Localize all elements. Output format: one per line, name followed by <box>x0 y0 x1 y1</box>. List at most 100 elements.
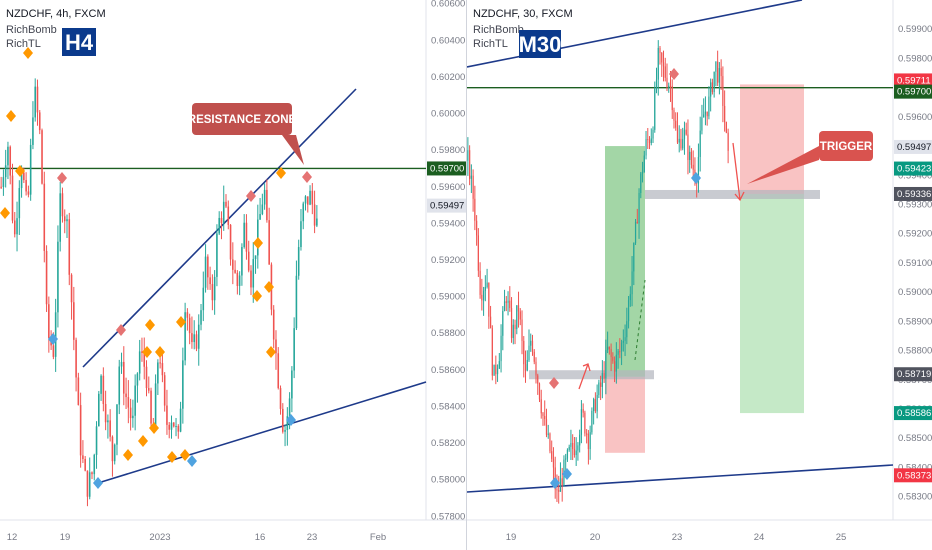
candle-body <box>27 191 30 195</box>
time-tick-label: 16 <box>255 532 266 543</box>
candle-body <box>481 294 483 301</box>
price-tag-label: 0.58586 <box>897 408 931 419</box>
candle-body <box>254 255 257 260</box>
candle-body <box>715 61 717 72</box>
price-tick-label: 0.59400 <box>898 170 932 181</box>
blue-diamond-marker <box>187 455 197 467</box>
red-diamond-marker <box>57 172 67 184</box>
price-tag-bg <box>894 161 932 176</box>
m30-chart[interactable]: 0.599000.598000.597000.596000.595000.594… <box>467 0 932 550</box>
candle-body <box>687 134 689 161</box>
candle-body <box>229 224 232 260</box>
candle-body <box>236 272 239 286</box>
candle-body <box>524 364 527 371</box>
candle-body <box>692 164 694 170</box>
candle-body <box>549 433 551 452</box>
timeframe-badge-label: H4 <box>65 30 94 55</box>
price-tick-label: 0.58500 <box>898 433 932 444</box>
candle-body <box>629 294 631 301</box>
price-tick-label: 0.60000 <box>431 109 465 120</box>
candle-body <box>100 375 102 394</box>
candle-body <box>608 346 610 350</box>
candle-body <box>500 335 502 362</box>
candle-body <box>475 220 478 236</box>
candle-body <box>150 390 152 424</box>
candle-body <box>147 388 150 391</box>
candle-body <box>706 111 708 117</box>
candle-body <box>241 247 243 276</box>
candle-body <box>577 445 579 451</box>
candle-body <box>620 342 623 352</box>
impulse-dotted-line <box>634 279 646 361</box>
price-tag-bg <box>894 73 932 88</box>
candle-body <box>531 340 534 352</box>
price-tick-label: 0.59600 <box>898 112 932 123</box>
price-tick-label: 0.59000 <box>431 292 465 303</box>
candle-body <box>502 311 504 336</box>
orange-diamond-marker <box>123 449 133 461</box>
candle-body <box>530 340 532 346</box>
candle-body <box>717 61 719 83</box>
candle-body <box>311 190 314 205</box>
candle-body <box>603 373 605 379</box>
candle-body <box>54 312 57 357</box>
candle-body <box>204 256 207 288</box>
candle-body <box>11 175 14 221</box>
candle-body <box>32 117 34 145</box>
drop-arrow <box>732 142 745 202</box>
left-chart-pane[interactable]: 0.60600 0.60400 0.60200 0.60000 0.59800 0.596… <box>0 0 466 550</box>
price-tag-label: 0.59711 <box>897 75 931 86</box>
candle-body <box>610 349 612 358</box>
price-tick-label: 0.58300 <box>898 492 932 503</box>
candle-body <box>622 340 624 343</box>
candle-body <box>166 405 168 425</box>
candle-body <box>720 68 722 77</box>
candle-body <box>725 122 727 133</box>
price-tag-label: 0.58719 <box>897 369 931 380</box>
time-tick-label: 20 <box>590 532 601 543</box>
candle-body <box>593 399 595 411</box>
candle-body <box>467 150 469 161</box>
time-tick-label: 25 <box>836 532 847 543</box>
price-tick-label: 0.59100 <box>898 258 932 269</box>
candle-body <box>722 76 724 106</box>
candle-body <box>713 71 715 93</box>
candle-body <box>486 282 488 288</box>
candle-body <box>297 247 300 276</box>
candle-body <box>218 217 220 234</box>
candle-body <box>284 429 286 432</box>
candle-body <box>66 219 68 222</box>
timeframe-badge-label: M30 <box>519 32 562 57</box>
right-chart-pane[interactable]: 0.599000.598000.597000.596000.595000.594… <box>466 0 932 550</box>
candle-body <box>659 47 661 53</box>
candle-body <box>631 271 633 295</box>
candle-body <box>127 397 130 408</box>
candle-body <box>4 165 7 178</box>
time-tick-label: 12 <box>7 532 18 543</box>
candle-body <box>111 436 114 462</box>
candle-body <box>537 375 539 384</box>
candle-body <box>547 433 549 435</box>
candle-body <box>120 361 123 367</box>
candle-body <box>129 407 132 419</box>
candle-body <box>16 218 18 235</box>
candle-body <box>612 357 614 362</box>
candle-body <box>116 404 118 445</box>
candle-body <box>477 235 479 271</box>
blue-diamond-marker <box>550 477 560 489</box>
price-tick-label: 0.59200 <box>431 255 465 266</box>
candle-body <box>640 173 642 194</box>
price-tag-label: 0.59336 <box>897 189 931 200</box>
candle-body <box>202 287 205 311</box>
prior-stop-zone <box>605 376 645 453</box>
h4-chart[interactable]: 0.60600 0.60400 0.60200 0.60000 0.59800 0.596… <box>0 0 466 550</box>
candle-body <box>584 412 586 434</box>
rising-wedge-lower-trendline <box>97 381 427 484</box>
candle-body <box>93 454 96 475</box>
candle-body <box>718 68 721 83</box>
candle-body <box>302 203 305 222</box>
candle-body <box>79 405 82 456</box>
candle-body <box>281 408 284 432</box>
candle-body <box>589 432 591 450</box>
candle-body <box>170 422 173 430</box>
